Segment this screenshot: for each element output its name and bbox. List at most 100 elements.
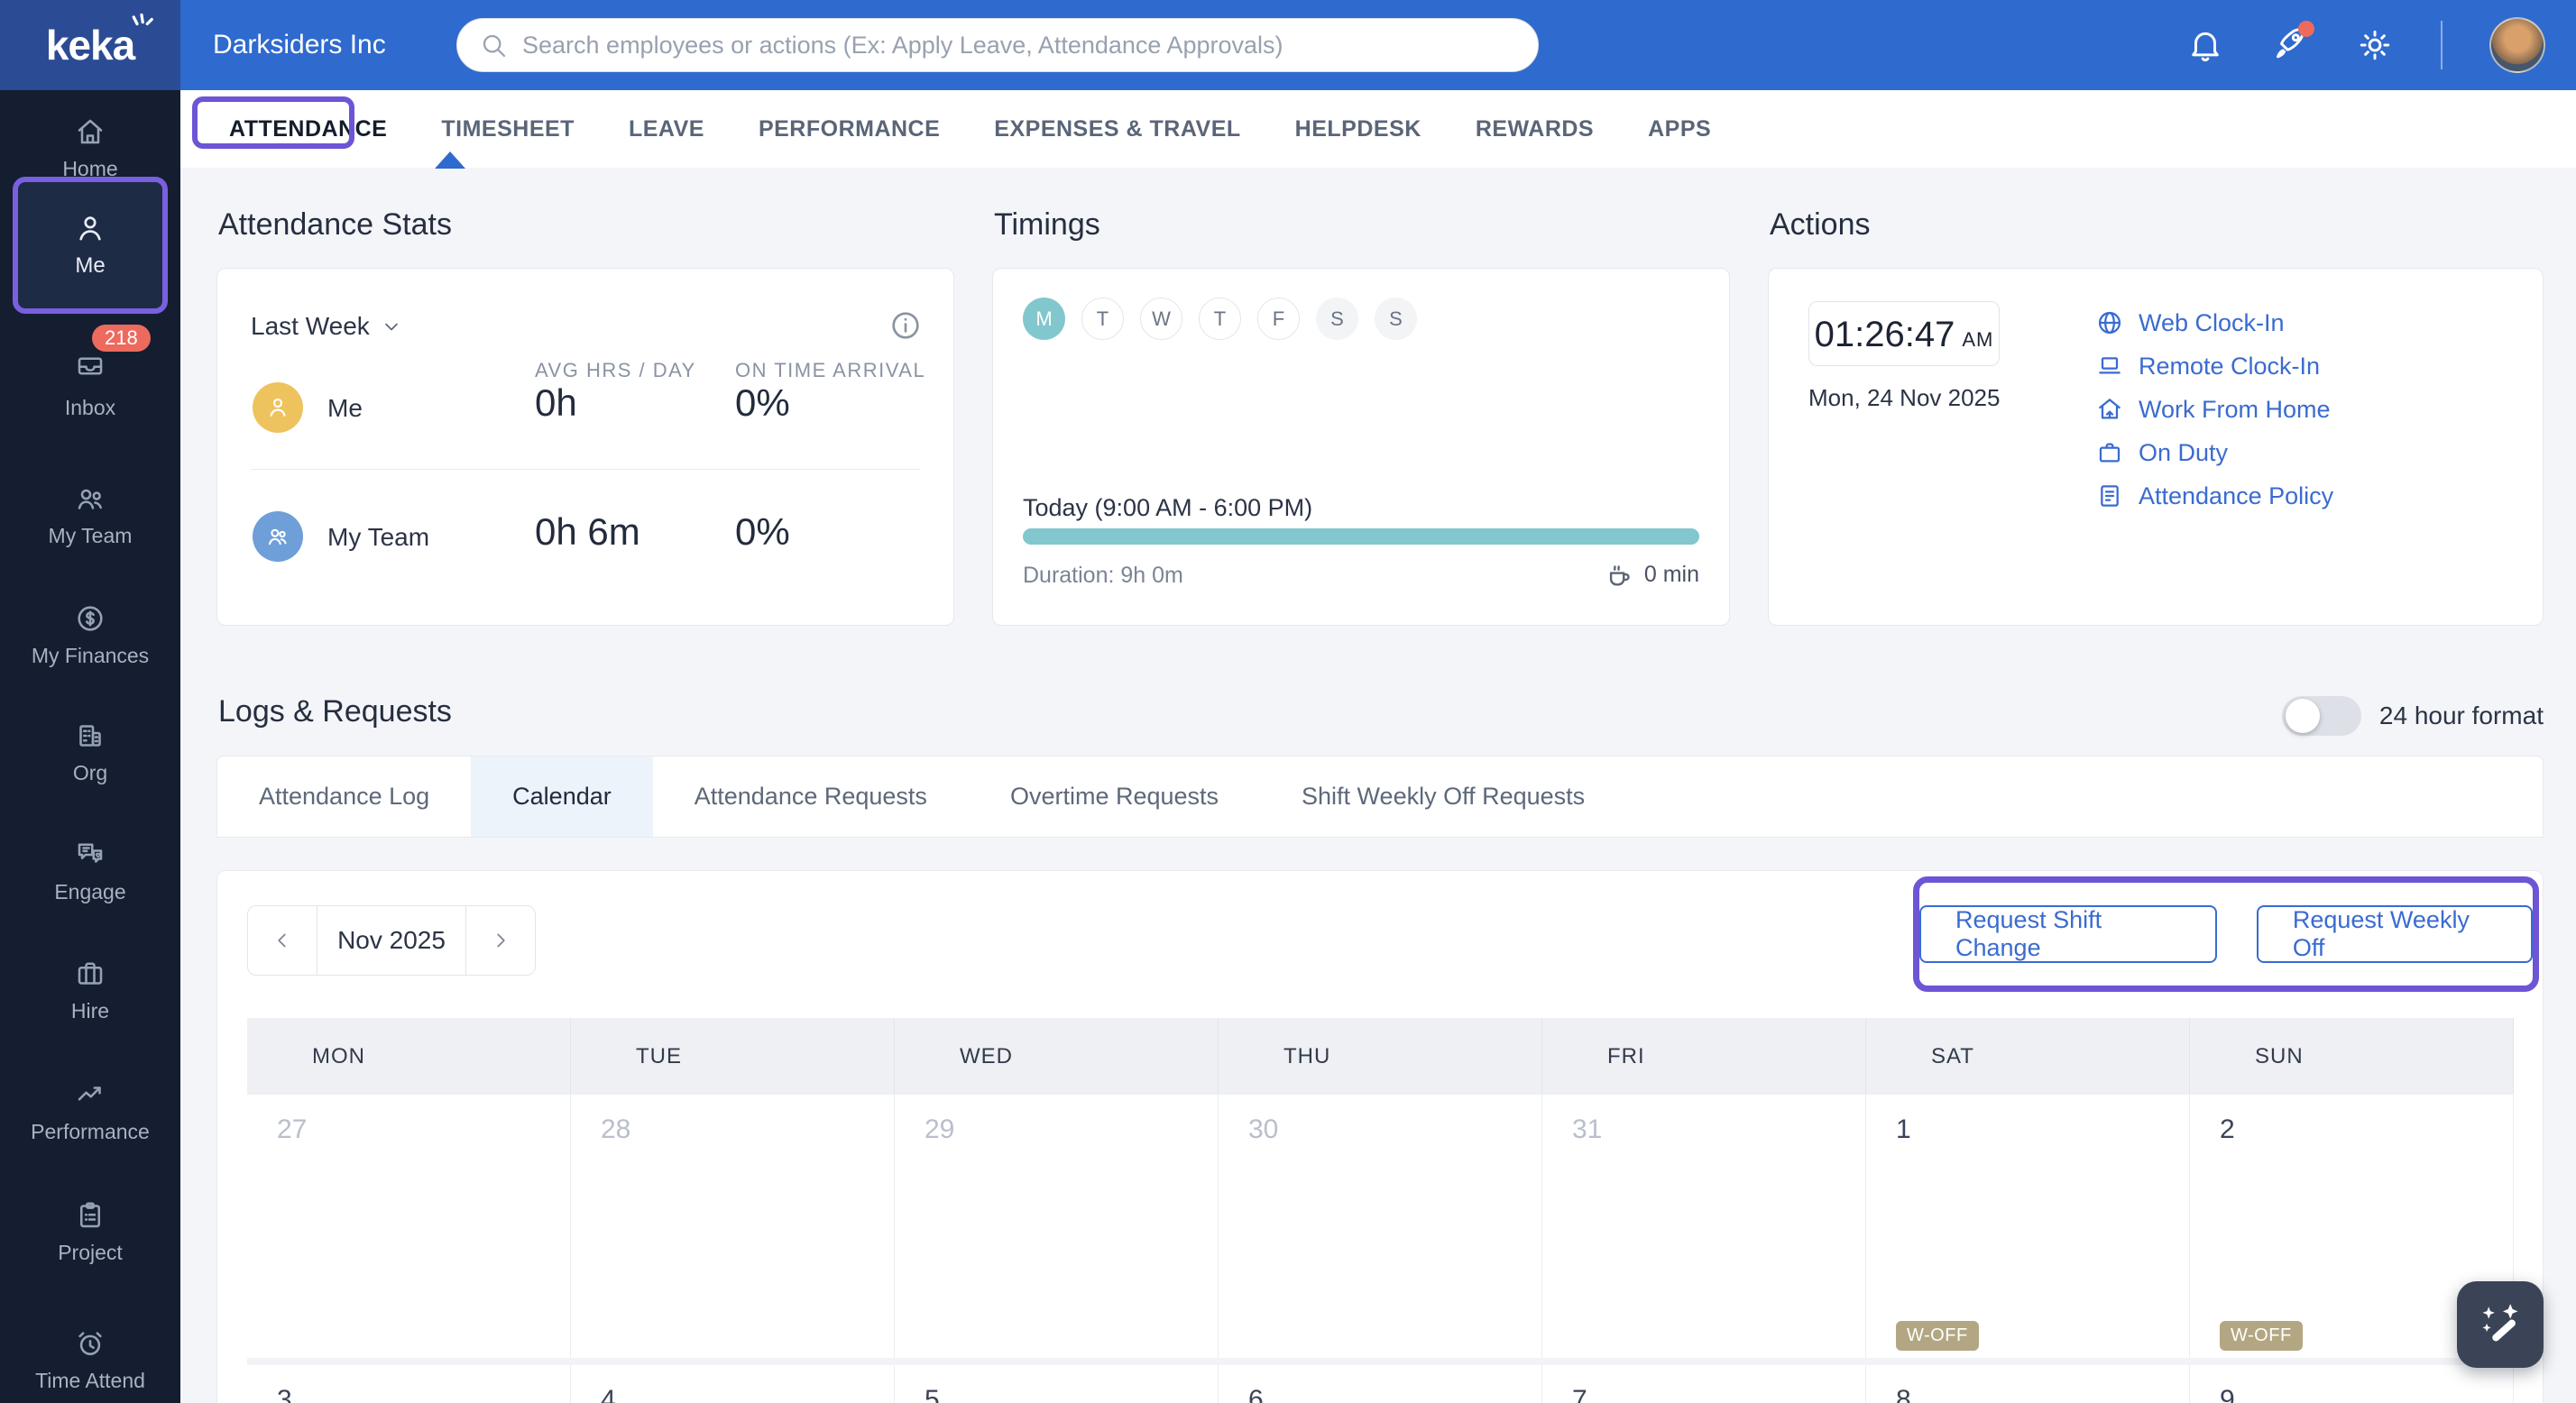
tab-shift-weekly-off-requests[interactable]: Shift Weekly Off Requests [1302, 783, 1586, 810]
day-header-sat: SAT [1866, 1018, 2190, 1095]
tab-helpdesk[interactable]: HELPDESK [1294, 115, 1421, 142]
tab-rewards[interactable]: REWARDS [1475, 115, 1595, 142]
keka-logo[interactable]: keka [0, 0, 180, 90]
calendar-cell[interactable]: 4 [571, 1365, 895, 1403]
laptop-icon [2099, 357, 2121, 374]
wfh-house-icon [2099, 399, 2121, 419]
next-month-button[interactable] [466, 906, 535, 975]
calendar-cell[interactable]: 2 W-OFF [2190, 1095, 2514, 1358]
stat-row-name: My Team [327, 523, 430, 551]
sidebar-item-me[interactable]: Me [13, 177, 168, 314]
alarm-clock-icon [78, 1332, 102, 1355]
calendar-cell[interactable]: 29 [895, 1095, 1219, 1358]
sidebar-item-project[interactable]: Project [0, 1199, 180, 1265]
period-label: Last Week [251, 312, 370, 340]
cell-date: 29 [925, 1114, 955, 1144]
action-link-label: Work From Home [2139, 395, 2331, 423]
tab-timesheet[interactable]: TIMESHEET [441, 115, 575, 142]
calendar-cell[interactable]: 3 [247, 1365, 571, 1403]
day-saturday[interactable]: S [1316, 298, 1358, 340]
trend-icon [78, 1087, 101, 1101]
cell-date: 7 [1572, 1385, 1587, 1403]
tab-attendance-requests[interactable]: Attendance Requests [694, 783, 927, 810]
calendar-cell[interactable]: 9 [2190, 1365, 2514, 1403]
day-sunday[interactable]: S [1375, 298, 1417, 340]
user-avatar[interactable] [2489, 17, 2545, 73]
clock-meridiem: AM [1962, 328, 1994, 351]
day-thursday[interactable]: T [1199, 298, 1241, 340]
cell-date: 8 [1896, 1385, 1911, 1403]
calendar-cell[interactable]: 31 [1542, 1095, 1866, 1358]
day-monday[interactable]: M [1023, 298, 1065, 340]
team-on-time: 0% [735, 510, 790, 553]
tab-leave[interactable]: LEAVE [628, 115, 704, 142]
tab-calendar[interactable]: Calendar [471, 757, 653, 837]
tab-apps[interactable]: APPS [1648, 115, 1712, 142]
chevron-down-icon [384, 323, 398, 331]
col-on-time: ON TIME ARRIVAL [735, 359, 926, 381]
team-avatar [253, 511, 303, 562]
calendar-cell[interactable]: 28 [571, 1095, 895, 1358]
clipboard-icon [79, 1202, 101, 1228]
tab-attendance-log[interactable]: Attendance Log [259, 783, 430, 810]
calendar-cell[interactable]: 30 [1219, 1095, 1542, 1358]
sidebar-item-time-attend[interactable]: Time Attend [0, 1327, 180, 1393]
day-header-fri: FRI [1542, 1018, 1866, 1095]
keka-logo-text: keka [45, 22, 135, 69]
active-tab-indicator [435, 151, 465, 169]
day-wednesday[interactable]: W [1140, 298, 1182, 340]
calendar-cell[interactable]: 5 [895, 1365, 1219, 1403]
tab-expenses-travel[interactable]: EXPENSES & TRAVEL [994, 115, 1241, 142]
global-search[interactable] [456, 18, 1539, 72]
sidebar-item-engage[interactable]: Engage [0, 839, 180, 904]
attendance-policy-link[interactable]: Attendance Policy [2095, 481, 2333, 510]
search-input[interactable] [520, 30, 1516, 60]
logs-requests-title: Logs & Requests [218, 694, 452, 729]
break-time: 0 min [1605, 559, 1699, 590]
coffee-cup-icon [1609, 565, 1630, 586]
person-icon [79, 216, 101, 241]
whats-new-rocket[interactable] [2271, 20, 2314, 67]
notifications-bell-icon[interactable] [2186, 26, 2224, 64]
request-weekly-off-button[interactable]: Request Weekly Off [2256, 905, 2533, 963]
tab-attendance[interactable]: ATTENDANCE [229, 115, 388, 142]
ai-assistant-fab[interactable] [2457, 1281, 2544, 1368]
sidebar-item-org[interactable]: Org [0, 720, 180, 785]
prev-month-button[interactable] [248, 906, 317, 975]
attendance-stats-title: Attendance Stats [218, 207, 452, 242]
calendar-cell[interactable]: 7 [1542, 1365, 1866, 1403]
period-dropdown[interactable]: Last Week [251, 312, 402, 341]
remote-clock-in-link[interactable]: Remote Clock-In [2095, 352, 2320, 381]
sidebar-item-my-team[interactable]: My Team [0, 482, 180, 548]
web-clock-in-link[interactable]: Web Clock-In [2095, 308, 2285, 337]
calendar-cell[interactable]: 27 [247, 1095, 571, 1358]
info-icon[interactable] [888, 308, 923, 343]
day-friday[interactable]: F [1257, 298, 1300, 340]
sidebar-item-hire[interactable]: Hire [0, 958, 180, 1023]
work-from-home-link[interactable]: Work From Home [2095, 395, 2331, 424]
sidebar-item-performance[interactable]: Performance [0, 1078, 180, 1144]
calendar-cell[interactable]: 1 W-OFF [1866, 1095, 2190, 1358]
sidebar-item-my-finances[interactable]: My Finances [0, 602, 180, 668]
col-avg-hrs: AVG HRS / DAY [535, 359, 696, 381]
engage-chat-icon [78, 843, 103, 863]
policy-document-icon [2101, 485, 2119, 507]
hour-format-toggle[interactable] [2281, 696, 2361, 736]
actions-card: 01:26:47 AM Mon, 24 Nov 2025 Web Clock-I… [1768, 268, 2544, 626]
cell-date: 27 [277, 1114, 308, 1144]
attendance-stats-card: Last Week AVG HRS / DAY ON TIME ARRIVAL … [216, 268, 954, 626]
day-tuesday[interactable]: T [1081, 298, 1124, 340]
sidebar-item-inbox[interactable]: 218 Inbox [0, 325, 180, 420]
on-duty-link[interactable]: On Duty [2095, 438, 2228, 467]
calendar-cell[interactable]: 8 [1866, 1365, 2190, 1403]
magic-wand-icon [2482, 1304, 2518, 1342]
globe-icon [2098, 311, 2121, 335]
sidebar-item-label: Inbox [64, 396, 116, 419]
calendar-cell[interactable]: 6 [1219, 1365, 1542, 1403]
settings-gear-icon[interactable] [2356, 26, 2394, 64]
tab-overtime-requests[interactable]: Overtime Requests [1009, 783, 1219, 810]
team-avg-hrs: 0h 6m [535, 510, 640, 553]
tab-performance[interactable]: PERFORMANCE [758, 115, 941, 142]
sidebar-item-home[interactable]: Home [0, 115, 180, 181]
request-shift-change-button[interactable]: Request Shift Change [1919, 905, 2217, 963]
